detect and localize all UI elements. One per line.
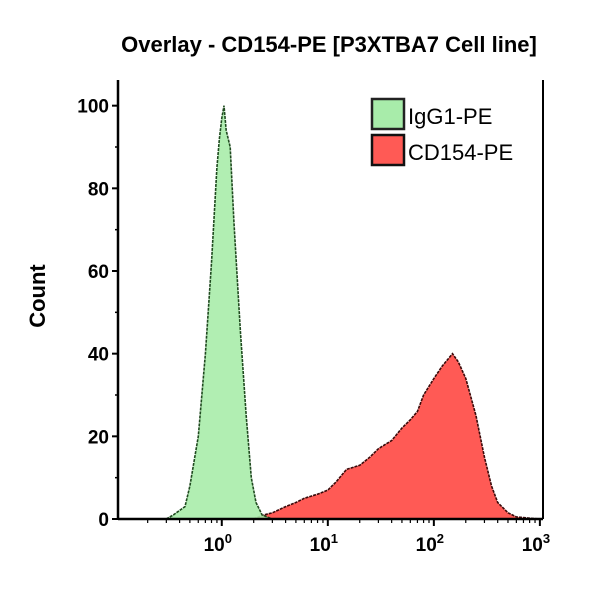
legend-label: CD154-PE: [408, 140, 513, 165]
x-tick-label: 101: [310, 531, 338, 556]
legend-swatch-cd154-pe: [370, 133, 406, 167]
legend-label: IgG1-PE: [408, 104, 492, 129]
plot-area: [163, 105, 540, 520]
y-tick-label: 0: [98, 510, 109, 531]
y-tick-label: 100: [77, 97, 109, 118]
y-tick-label: 40: [88, 345, 109, 366]
series-cd154-pe-area: [253, 352, 540, 520]
x-tick-label: 100: [204, 531, 232, 556]
chart-title: Overlay - CD154-PE [P3XTBA7 Cell line]: [121, 32, 537, 57]
y-axis-label: Count: [25, 264, 50, 328]
legend-swatch-igg1-pe: [370, 97, 406, 131]
x-tick-label: 103: [522, 531, 550, 556]
series-igg1-pe-area: [163, 105, 273, 520]
y-tick-label: 20: [88, 427, 109, 448]
y-tick-label: 60: [88, 262, 109, 283]
axes: 0 20 40 60 80 100 100 101 102 103: [77, 80, 550, 556]
legend: IgG1-PE CD154-PE: [370, 97, 513, 167]
x-tick-label: 102: [416, 531, 444, 556]
y-tick-label: 80: [88, 179, 109, 200]
